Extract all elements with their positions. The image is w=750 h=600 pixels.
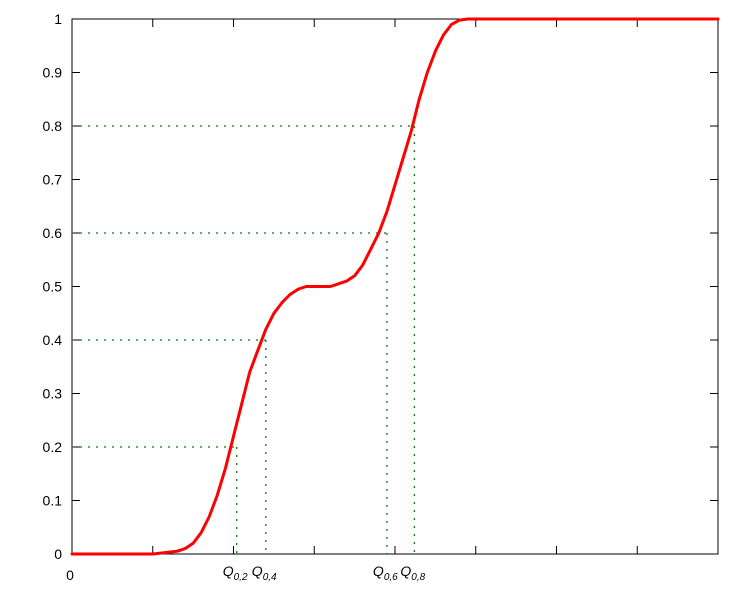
series-line [70, 17, 720, 556]
y-tick-label: 0.4 [43, 332, 63, 348]
x-tick-label: 0 [66, 567, 74, 583]
y-tick-label: 0.6 [43, 225, 63, 241]
quantile-label: Q0,6 [373, 563, 398, 583]
quantile-subscript: 0,4 [263, 572, 277, 583]
y-tick-label: 0.5 [43, 279, 63, 295]
quantile-subscript: 0,8 [411, 572, 425, 583]
quantile-subscript: 0,6 [384, 572, 398, 583]
quantile-label: Q0,4 [252, 563, 277, 583]
y-tick-label: 0.2 [43, 439, 63, 455]
y-tick-label: 0.1 [43, 493, 63, 509]
quantile-label: Q0,2 [223, 563, 248, 583]
plot-frame [71, 18, 719, 555]
y-tick-label: 0.8 [43, 118, 63, 134]
y-tick-label: 0.7 [43, 172, 63, 188]
y-tick-label: 0 [54, 546, 62, 562]
y-tick-label: 0.3 [43, 386, 63, 402]
y-tick-label: 0.9 [43, 65, 63, 81]
quantile-label: Q0,8 [400, 563, 425, 583]
quantile-subscript: 0,2 [234, 572, 248, 583]
y-tick-label: 1 [54, 11, 62, 27]
